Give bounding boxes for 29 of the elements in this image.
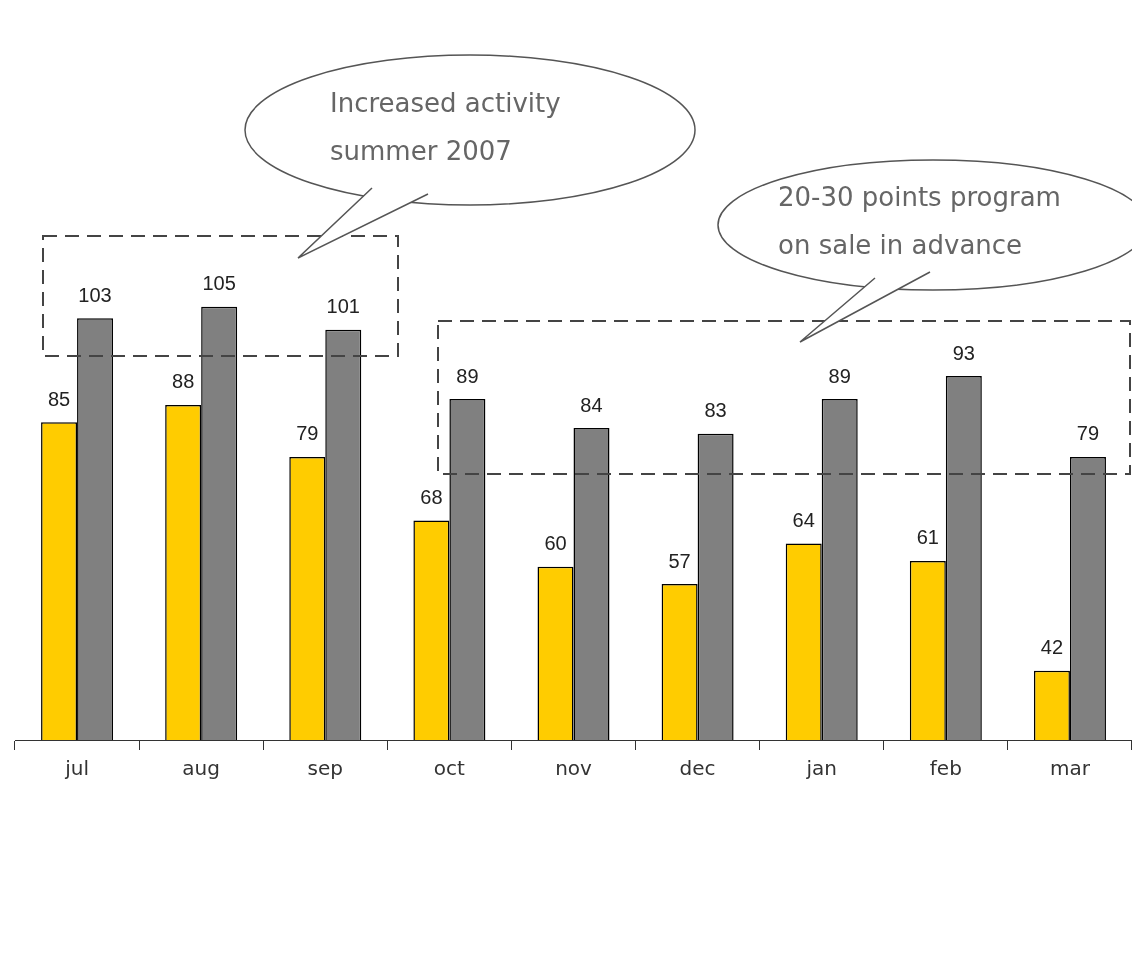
data-label: 84 xyxy=(580,393,603,416)
data-label: 42 xyxy=(1040,636,1064,659)
text: 20-30 points program on sale in advance xyxy=(778,182,1061,260)
data-label: 85 xyxy=(47,387,71,410)
x-tick-label: dec xyxy=(679,756,716,781)
x-tick-label: oct xyxy=(433,756,466,781)
data-label: 89 xyxy=(828,364,851,387)
x-tick-label: sep xyxy=(307,756,343,781)
x-tick-label: mar xyxy=(1049,756,1091,781)
data-label: 103 xyxy=(78,283,112,306)
x-tick-label: nov xyxy=(555,756,593,781)
data-label: 68 xyxy=(420,485,443,508)
data-label: 88 xyxy=(172,370,195,393)
data-label: 89 xyxy=(456,364,479,387)
data-label: 79 xyxy=(1076,422,1100,445)
data-label: 79 xyxy=(296,422,319,445)
data-label: 83 xyxy=(704,399,727,422)
data-label: 64 xyxy=(792,509,815,532)
text: Increased activity summer 2007 xyxy=(330,88,561,166)
data-label: 60 xyxy=(544,532,567,555)
x-tick-label: aug xyxy=(182,756,220,781)
data-label: 105 xyxy=(202,272,236,295)
data-label: 101 xyxy=(326,295,360,318)
data-label: 93 xyxy=(952,341,975,364)
data-label: 57 xyxy=(668,549,691,572)
x-tick-label: feb xyxy=(929,756,962,781)
x-tick-label: jan xyxy=(805,756,837,781)
x-tick-label: jul xyxy=(64,756,89,781)
data-label: 61 xyxy=(916,526,939,549)
